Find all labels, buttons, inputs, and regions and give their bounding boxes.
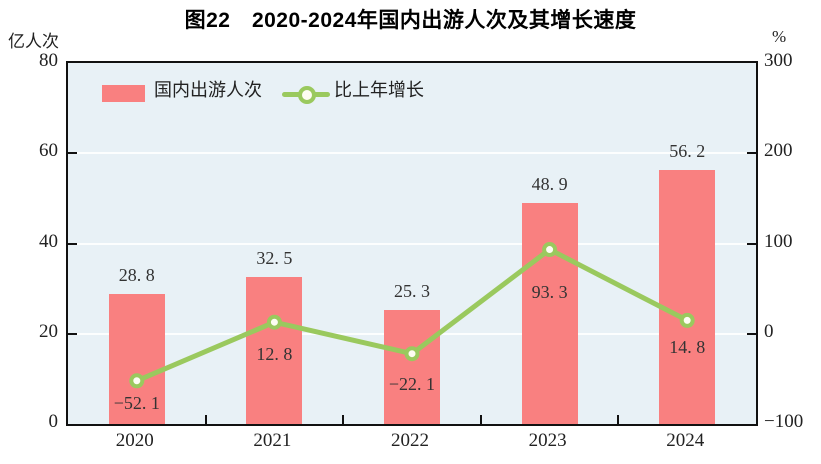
right-axis-tick-label: −100	[764, 411, 804, 432]
right-axis-tick-label: 300	[764, 50, 793, 71]
bar	[246, 277, 303, 424]
x-axis-category-label: 2021	[253, 430, 292, 451]
left-axis-tick	[68, 242, 77, 245]
legend-bar-label: 国内出游人次	[154, 80, 262, 100]
legend-line-label: 比上年增长	[334, 80, 424, 100]
bar-value-label: 56. 2	[669, 141, 706, 162]
bar-value-label: 48. 9	[531, 174, 568, 195]
legend-bar-swatch-icon	[102, 85, 145, 102]
left-axis-labels: 0 20 40 60 80	[0, 50, 58, 432]
right-axis-tick-label: 0	[764, 320, 774, 342]
line-value-label: −52. 1	[113, 392, 160, 413]
left-axis-tick	[68, 332, 77, 335]
right-axis-tick	[747, 242, 756, 245]
grid-line	[68, 242, 756, 245]
line-value-label: 14. 8	[669, 337, 706, 358]
left-axis-tick-label: 20	[39, 320, 58, 342]
line-marker-icon	[679, 312, 695, 328]
x-axis-category-label: 2023	[528, 430, 567, 451]
x-axis-category-label: 2020	[115, 430, 154, 451]
line-value-label: 12. 8	[256, 344, 293, 365]
bar	[384, 309, 440, 424]
bar-value-label: 32. 5	[256, 248, 293, 269]
x-axis-labels: 2020 2021 2022 2023 2024	[66, 430, 754, 456]
bar	[659, 170, 716, 424]
left-axis-tick	[68, 152, 77, 155]
line-value-label: 93. 3	[531, 281, 568, 302]
legend-line-marker-icon	[298, 86, 316, 104]
right-axis-tick-label: 200	[764, 140, 793, 162]
line-value-label: −22. 1	[388, 373, 436, 394]
right-axis-tick	[747, 152, 756, 155]
line-marker-icon	[266, 314, 282, 330]
line-marker-icon	[542, 242, 558, 258]
x-axis-tick	[342, 415, 345, 424]
grid-line	[68, 152, 756, 155]
legend: 国内出游人次 比上年增长	[68, 63, 756, 119]
left-axis-tick-label: 40	[39, 230, 58, 252]
bar	[521, 203, 578, 424]
right-axis-unit-label: %	[772, 27, 787, 46]
right-axis-labels: −100 0 100 200 300	[764, 50, 820, 432]
bar-value-label: 25. 3	[393, 280, 430, 301]
x-axis-tick	[617, 415, 620, 424]
plot-area: 28. 8 32. 5 25. 3 48. 9 56. 2 −52. 1 12. 8 −22.…	[66, 61, 758, 426]
bar	[108, 294, 165, 424]
trend-line-chart	[129, 242, 695, 389]
x-axis-tick	[479, 415, 482, 424]
right-axis-tick	[747, 332, 756, 335]
right-axis-tick-label: 100	[764, 230, 793, 252]
line-marker-icon	[129, 373, 145, 389]
x-axis-category-label: 2024	[666, 430, 705, 451]
x-axis-tick	[204, 415, 207, 424]
x-axis-category-label: 2022	[390, 430, 429, 451]
chart-title: 图22 2020-2024年国内出游人次及其增长速度	[184, 9, 637, 32]
left-axis-tick-label: 80	[39, 50, 58, 71]
bar-value-label: 28. 8	[118, 265, 155, 286]
left-axis-tick-label: 60	[39, 140, 58, 162]
left-axis-tick-label: 0	[48, 411, 59, 432]
left-axis-unit-label: 亿人次	[8, 32, 59, 51]
line-marker-icon	[404, 346, 420, 362]
